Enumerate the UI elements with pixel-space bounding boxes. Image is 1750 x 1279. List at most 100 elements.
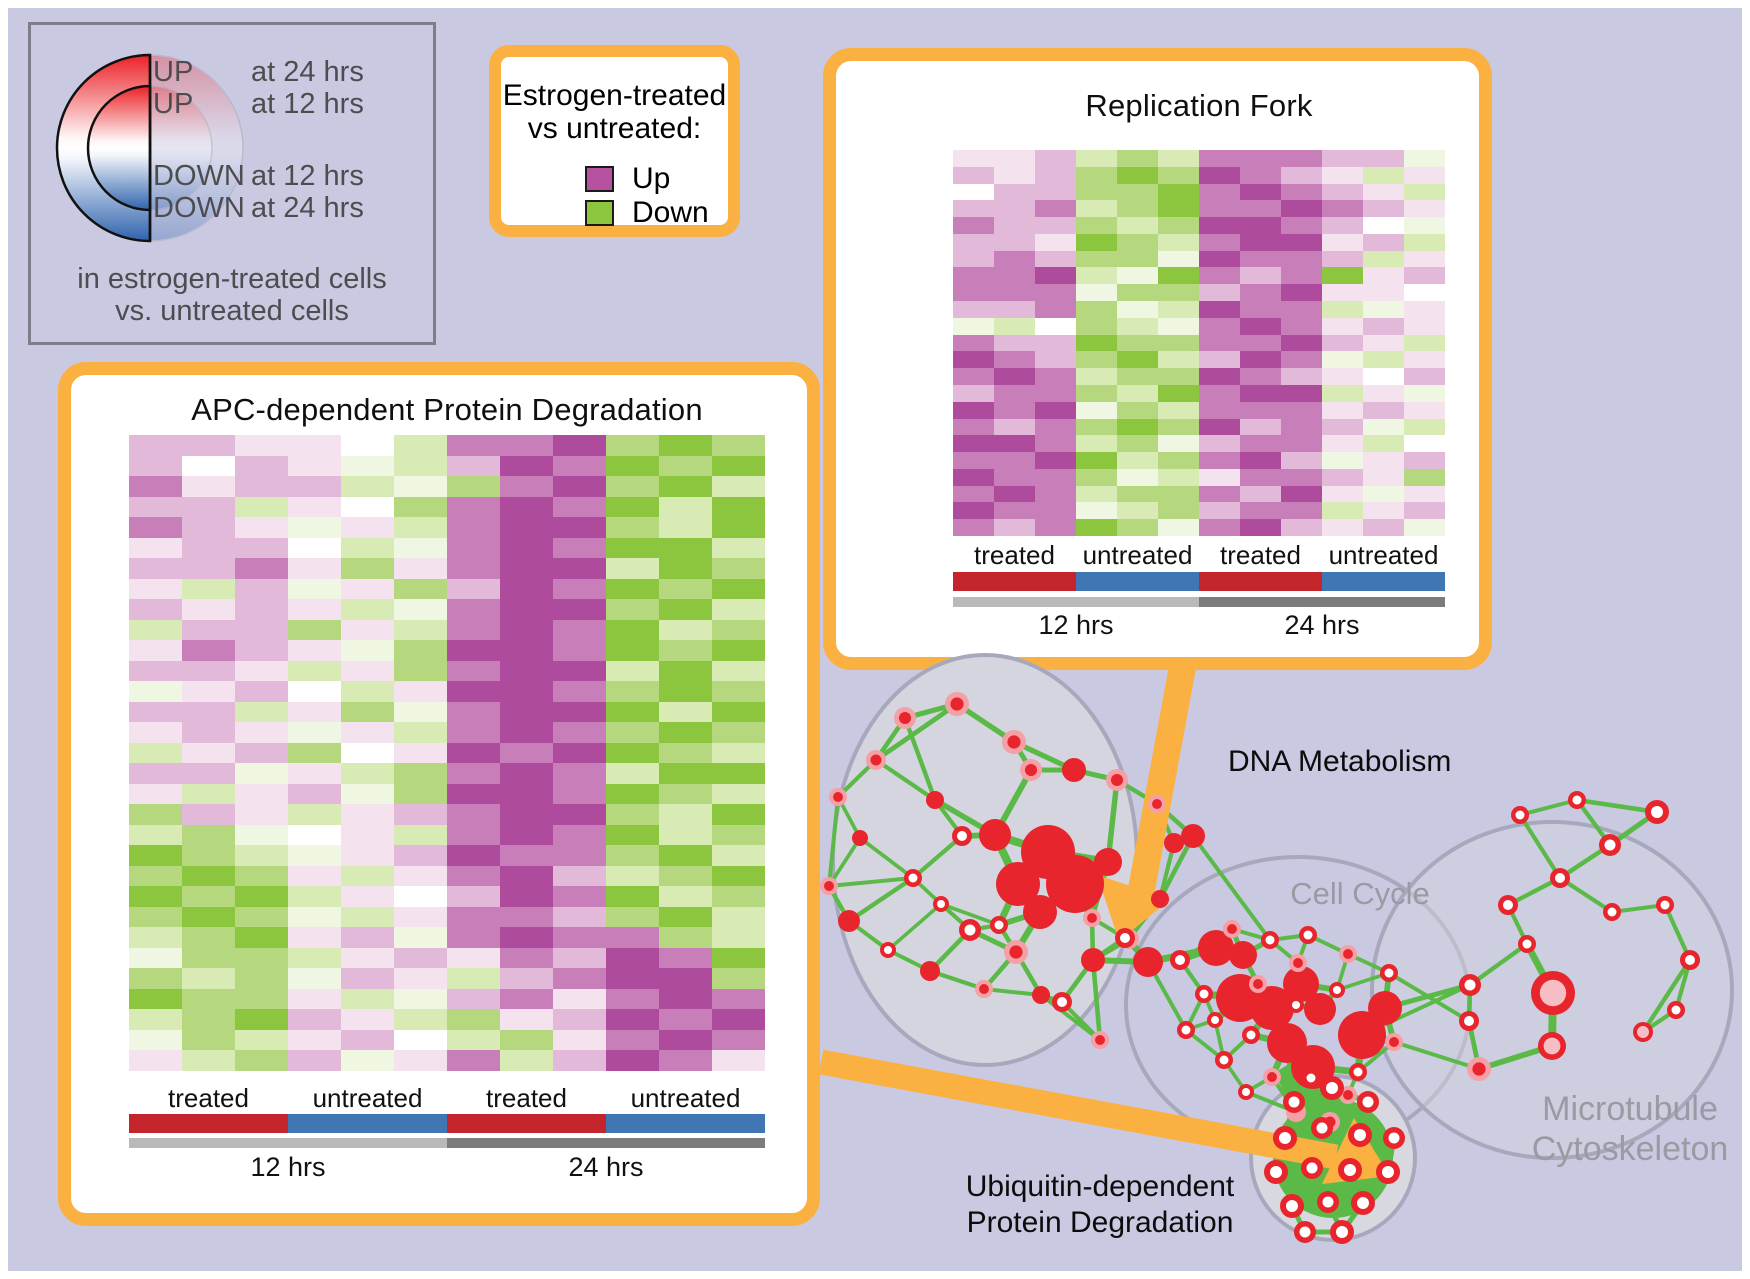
heatmap-cell [235,1009,288,1030]
heatmap-cell [394,455,447,477]
heatmap-cell [500,599,553,620]
apc-treatment-bars [129,1114,765,1133]
heatmap-cell [341,681,394,702]
heatmap-cell [712,906,765,928]
heatmap-cell [712,824,765,846]
heatmap-cell [953,284,994,302]
heatmap-cell [606,722,659,743]
heatmap-cell [394,1050,447,1071]
heatmap-cell [1322,334,1363,352]
heatmap-cell [1117,468,1158,486]
heatmap-cell [606,1009,659,1030]
heatmap-cell [182,476,235,497]
heatmap-cell [341,599,394,620]
heatmap-cell [182,435,235,456]
heatmap-cell [1404,435,1445,453]
heatmap-cell [129,1009,182,1030]
heatmap-cell [1199,485,1240,503]
heatmap-cell [1117,166,1158,184]
heatmap-cell [394,619,447,641]
heatmap-cell [341,988,394,1010]
heatmap-cell [447,681,500,702]
heatmap-cell [341,1050,394,1071]
heatmap-cell [1281,317,1322,335]
heatmap-cell [712,496,765,518]
heatmap-cell [1117,150,1158,167]
heatmap-cell [394,517,447,538]
heatmap-row [129,476,765,497]
heatmap-cell [1404,502,1445,520]
heatmap-cell [1322,217,1363,234]
heatmap-cell [447,578,500,600]
apc-bar-treated-12 [129,1114,288,1133]
heatmap-cell [606,988,659,1010]
heatmap-cell [553,681,606,702]
heatmap-cell [1199,384,1240,402]
heatmap-cell [1404,250,1445,268]
heatmap-cell [129,906,182,928]
heatmap-cell [1363,233,1404,251]
heatmap-cell [1322,485,1363,503]
heatmap-cell [712,537,765,559]
heatmap-cell [500,865,553,887]
heatmap-cell [1199,150,1240,167]
heatmap-cell [341,1009,394,1030]
heatmap-cell [182,517,235,538]
heatmap-cell [606,537,659,559]
heatmap-cell [994,384,1035,402]
heatmap-cell [953,233,994,251]
heatmap-cell [1363,150,1404,167]
heatmap-cell [1158,502,1199,520]
heatmap-cell [288,804,341,825]
heatmap-cell [182,947,235,969]
heatmap-cell [1281,334,1322,352]
heatmap-cell [1240,468,1281,486]
heatmap-cell [1158,334,1199,352]
heatmap-cell [341,968,394,989]
heatmap-row [129,763,765,784]
heatmap-cell [1035,150,1076,167]
heatmap-cell [1281,435,1322,453]
heatmap-cell [659,1009,712,1030]
heatmap-cell [1199,502,1240,520]
heatmap-cell [712,886,765,907]
heatmap-cell [129,455,182,477]
heatmap-row [129,599,765,620]
heatmap-cell [1404,233,1445,251]
heatmap-cell [1240,183,1281,201]
heatmap-cell [659,763,712,784]
heatmap-cell [1117,452,1158,469]
heatmap-row [129,435,765,456]
heatmap-cell [1363,317,1404,335]
heatmap-cell [500,742,553,764]
inner-circle-right-half [149,85,213,211]
heatmap-cell [447,927,500,948]
heatmap-cell [659,640,712,661]
heatmap-cell [235,455,288,477]
heatmap-cell [500,537,553,559]
heatmap-cell [994,401,1035,419]
heatmap-cell [712,927,765,948]
heatmap-cell [394,722,447,743]
heatmap-cell [1322,250,1363,268]
heatmap-cell [1322,301,1363,318]
heatmap-cell [606,824,659,846]
heatmap-cell [394,804,447,825]
heatmap-cell [953,401,994,419]
heatmap-cell [235,763,288,784]
heatmap-cell [712,640,765,661]
heatmap-cell [1035,334,1076,352]
heatmap-cell [953,435,994,453]
heatmap-cell [447,599,500,620]
heatmap-cell [712,763,765,784]
heatmap-cell [500,824,553,846]
heatmap-row [129,660,765,682]
heatmap-cell [712,947,765,969]
heatmap-cell [553,517,606,538]
heatmap-cell [606,845,659,866]
heatmap-cell [1281,485,1322,503]
heatmap-cell [994,317,1035,335]
heatmap-cell [129,517,182,538]
heatmap-cell [500,722,553,743]
heatmap-cell [1363,284,1404,302]
